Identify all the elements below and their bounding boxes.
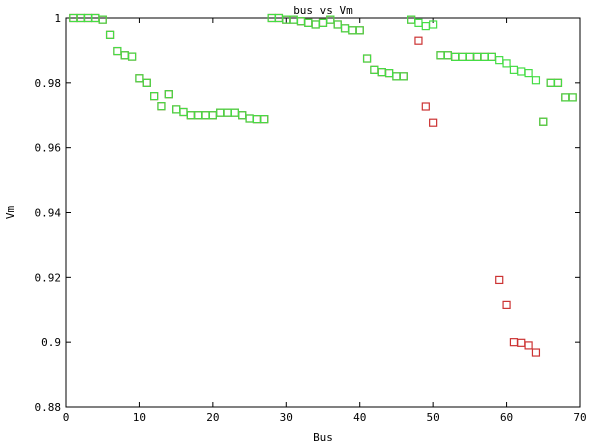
data-point [142, 78, 151, 87]
chart-title: bus vs Vm [293, 4, 353, 17]
data-point [531, 76, 541, 85]
x-tick-label: 20 [206, 411, 219, 424]
data-point [150, 92, 159, 101]
data-point [326, 15, 335, 24]
data-point [539, 117, 548, 126]
data-point [502, 59, 511, 68]
data-point [113, 46, 122, 56]
x-tick-label: 50 [427, 411, 440, 424]
data-point [98, 15, 107, 24]
data-point [127, 52, 137, 61]
data-point [362, 54, 372, 63]
y-tick-label: 0.92 [35, 271, 62, 284]
data-point [399, 72, 408, 81]
data-point [414, 36, 423, 45]
y-tick-label: 0.9 [41, 336, 61, 349]
data-point [429, 118, 438, 127]
x-tick-label: 0 [63, 411, 70, 424]
data-point [531, 348, 541, 357]
data-point [568, 93, 577, 102]
data-point [524, 69, 533, 78]
y-tick-label: 0.98 [35, 77, 62, 90]
y-tick-label: 1 [54, 12, 61, 25]
data-point [502, 300, 511, 309]
x-axis-label: Bus [313, 431, 333, 444]
data-points [69, 13, 577, 357]
data-point [355, 26, 364, 35]
x-tick-label: 10 [133, 411, 146, 424]
x-tick-label: 40 [353, 411, 366, 424]
data-point [524, 341, 533, 350]
data-point [157, 102, 166, 111]
y-axis-label: Vm [4, 206, 17, 220]
data-point [495, 275, 504, 285]
y-tick-label: 0.96 [35, 142, 62, 155]
data-point [260, 115, 269, 124]
y-tick-label: 0.88 [35, 401, 62, 414]
series-2 [69, 13, 577, 126]
data-point [164, 90, 173, 99]
x-tick-label: 60 [500, 411, 513, 424]
y-tick-label: 0.94 [35, 207, 62, 220]
x-tick-label: 30 [280, 411, 293, 424]
data-point [553, 78, 563, 87]
data-point [429, 20, 438, 29]
data-point [135, 74, 144, 83]
data-point [105, 30, 115, 39]
data-point [421, 102, 430, 111]
x-tick-label: 70 [573, 411, 586, 424]
